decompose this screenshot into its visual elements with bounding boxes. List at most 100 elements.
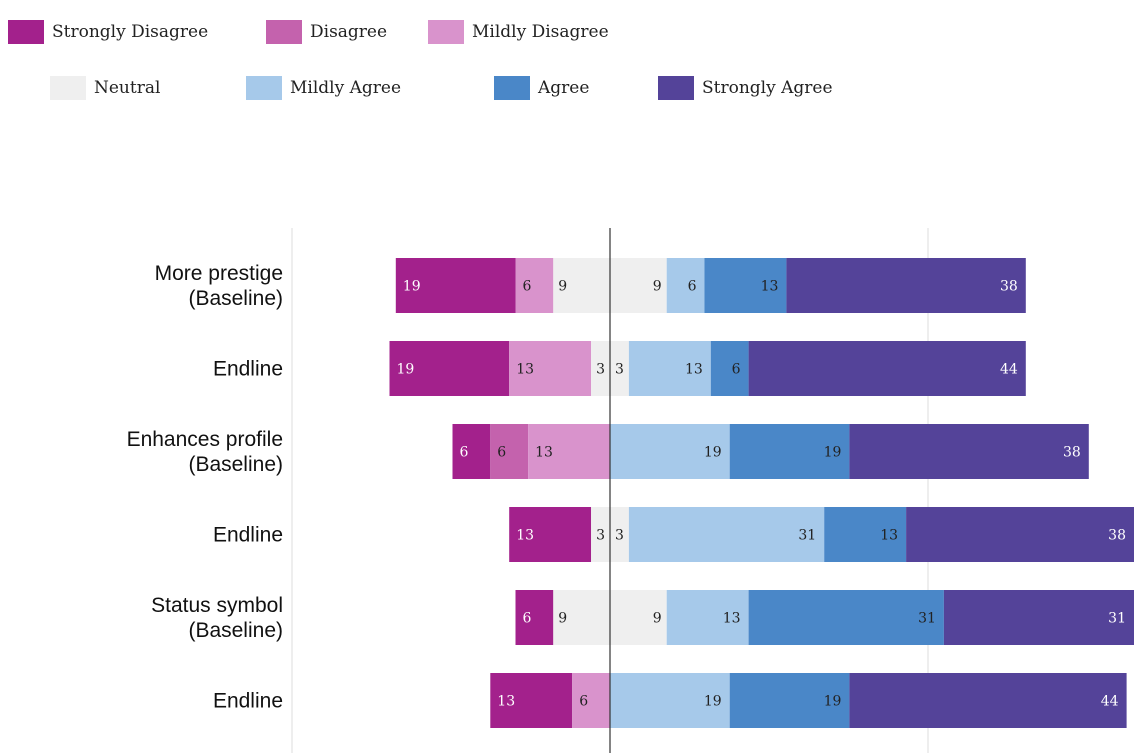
- data-label: 19: [824, 694, 842, 710]
- data-label: 9: [558, 279, 567, 295]
- legend-swatch: [50, 76, 86, 100]
- data-label: 13: [516, 362, 534, 378]
- data-label: 38: [1000, 279, 1018, 295]
- bar-row: 6 6 13 19 19 38: [452, 424, 1089, 479]
- data-label: 9: [558, 611, 567, 627]
- data-label: 31: [918, 611, 936, 627]
- bar-segment-agree: [704, 258, 787, 313]
- data-label: 3: [615, 362, 624, 378]
- legend-label: Agree: [538, 78, 590, 98]
- data-label: 6: [497, 445, 506, 461]
- data-label: 13: [761, 279, 779, 295]
- data-label: 13: [535, 445, 553, 461]
- data-label: 13: [516, 528, 534, 544]
- bar-segment-mildly-agree: [628, 341, 711, 396]
- bar-segment-mildly-agree: [628, 507, 825, 562]
- legend-swatch: [246, 76, 282, 100]
- bar-row: 19 6 9 9 6 13 38: [395, 258, 1026, 313]
- legend-item-disagree: Disagree: [266, 20, 387, 44]
- data-label: 6: [523, 279, 532, 295]
- legend-swatch: [266, 20, 302, 44]
- data-label: 3: [596, 528, 605, 544]
- data-label: 19: [704, 445, 722, 461]
- legend-label: Strongly Disagree: [52, 22, 209, 42]
- bar-segment-mildly-disagree: [528, 424, 610, 479]
- legend-label: Mildly Agree: [290, 78, 402, 98]
- data-label: 9: [653, 611, 662, 627]
- bar-segment-mildly-agree: [666, 258, 705, 313]
- bar-segment-agree: [748, 590, 944, 645]
- bar-segment-strongly-agree: [943, 590, 1134, 645]
- legend-swatch: [428, 20, 464, 44]
- bar-segment-strongly-agree: [748, 341, 1026, 396]
- legend-swatch: [658, 76, 694, 100]
- legend-item-agree: Agree: [494, 76, 589, 100]
- legend-label: Disagree: [310, 22, 388, 42]
- bar-segment-strongly-disagree: [490, 673, 573, 728]
- bar-segment-mildly-disagree: [572, 673, 610, 728]
- bar-segment-strongly-disagree: [452, 424, 491, 479]
- data-label: 6: [523, 611, 532, 627]
- bar-row: 13 6 19 19 44: [490, 673, 1127, 728]
- data-label: 13: [880, 528, 898, 544]
- legend-item-mildly-agree: Mildly Agree: [246, 76, 401, 100]
- data-label: 19: [403, 279, 421, 295]
- data-label: 6: [732, 362, 741, 378]
- bar-segment-strongly-agree: [786, 258, 1026, 313]
- bar-segment-mildly-agree: [666, 590, 749, 645]
- data-label: 19: [704, 694, 722, 710]
- data-label: 44: [1000, 362, 1018, 378]
- data-label: 44: [1101, 694, 1119, 710]
- data-label: 19: [824, 445, 842, 461]
- bar-segment-mildly-disagree: [509, 341, 592, 396]
- category-label: Endline: [213, 358, 283, 381]
- bar-row: 6 9 9 13 31 31: [515, 590, 1134, 645]
- category-label: (Baseline): [188, 619, 283, 642]
- data-label: 3: [596, 362, 605, 378]
- category-label: (Baseline): [188, 453, 283, 476]
- legend-label: Neutral: [94, 78, 161, 98]
- bar-segment-strongly-agree: [849, 424, 1089, 479]
- data-label: 13: [685, 362, 703, 378]
- bar-segment-mildly-agree: [610, 424, 730, 479]
- bar-segment-mildly-disagree: [515, 258, 554, 313]
- category-label: More prestige: [155, 262, 283, 285]
- category-label: Endline: [213, 690, 283, 713]
- legend-item-strongly-disagree: Strongly Disagree: [8, 20, 208, 44]
- bar-segment-strongly-disagree: [509, 507, 592, 562]
- bar-segment-agree: [729, 424, 850, 479]
- legend-item-strongly-agree: Strongly Agree: [658, 76, 833, 100]
- bar-row: 19 13 3 3 13 6 44: [389, 341, 1026, 396]
- legend-item-neutral: Neutral: [50, 76, 160, 100]
- data-label: 6: [460, 445, 469, 461]
- chart-legend: Strongly Disagree Disagree Mildly Disagree…: [0, 0, 1134, 120]
- data-label: 6: [579, 694, 588, 710]
- bar-segment-strongly-disagree: [395, 258, 516, 313]
- category-label: Endline: [213, 524, 283, 547]
- data-label: 31: [798, 528, 816, 544]
- data-label: 38: [1063, 445, 1081, 461]
- data-label: 9: [653, 279, 662, 295]
- legend-item-mildly-disagree: Mildly Disagree: [428, 20, 609, 44]
- bar-segment-agree: [710, 341, 749, 396]
- data-label: 31: [1108, 611, 1126, 627]
- legend-swatch: [8, 20, 44, 44]
- category-label: (Baseline): [188, 287, 283, 310]
- bar-segment-strongly-agree: [906, 507, 1134, 562]
- category-label: Status symbol: [151, 594, 283, 617]
- legend-label: Strongly Agree: [702, 78, 833, 98]
- category-label: Enhances profile: [127, 428, 283, 451]
- bar-segment-strongly-agree: [849, 673, 1127, 728]
- legend-label: Mildly Disagree: [472, 22, 609, 42]
- bar-segment-agree: [729, 673, 850, 728]
- bar-segment-strongly-disagree: [389, 341, 510, 396]
- data-label: 19: [397, 362, 415, 378]
- data-label: 3: [615, 528, 624, 544]
- bar-segment-strongly-disagree: [515, 590, 554, 645]
- bar-segment-disagree: [490, 424, 529, 479]
- data-label: 13: [723, 611, 741, 627]
- legend-swatch: [494, 76, 530, 100]
- data-label: 13: [497, 694, 515, 710]
- data-label: 6: [688, 279, 697, 295]
